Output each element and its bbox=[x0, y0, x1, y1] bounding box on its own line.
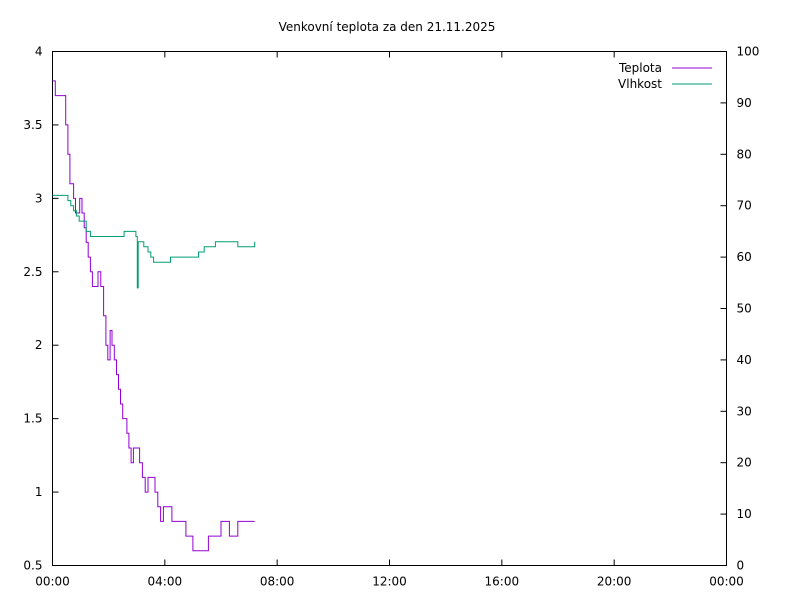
chart-title: Venkovní teplota za den 21.11.2025 bbox=[279, 20, 496, 34]
y2-tick-label: 30 bbox=[737, 404, 752, 418]
x-tick-label: 00:00 bbox=[35, 575, 70, 589]
y2-tick-label: 70 bbox=[737, 199, 752, 213]
y-tick-label: 3 bbox=[35, 191, 43, 205]
ticks-layer: 00:00 04:00 08:00 12:00 16:00 20:00 00:00 0.5 1 1… bbox=[23, 45, 759, 589]
y-tick-label: 2 bbox=[35, 338, 43, 352]
series-line-teplota bbox=[52, 80, 255, 552]
y-tick-label: 1 bbox=[35, 485, 43, 499]
x-tick-label: 20:00 bbox=[597, 575, 632, 589]
series-layer bbox=[52, 80, 256, 552]
legend: Teplota Vlhkost bbox=[618, 61, 712, 91]
x-tick-label: 16:00 bbox=[485, 575, 520, 589]
y2-tick-label: 0 bbox=[737, 559, 745, 573]
legend-label-teplota: Teplota bbox=[618, 61, 662, 75]
y2-tick-label: 90 bbox=[737, 96, 752, 110]
y-tick-label: 0.5 bbox=[23, 559, 42, 573]
legend-label-vlhkost: Vlhkost bbox=[618, 77, 662, 91]
x-tick-label: 08:00 bbox=[260, 575, 295, 589]
x-tick-label: 12:00 bbox=[372, 575, 407, 589]
y-tick-label: 1.5 bbox=[23, 412, 42, 426]
y-tick-label: 4 bbox=[35, 45, 43, 59]
plot-frame bbox=[52, 51, 727, 566]
y2-tick-label: 60 bbox=[737, 250, 752, 264]
series-line-vlhkost bbox=[52, 194, 256, 289]
y2-tick-label: 10 bbox=[737, 507, 752, 521]
y2-tick-label: 40 bbox=[737, 353, 752, 367]
x-tick-label: 00:00 bbox=[709, 575, 744, 589]
y-tick-label: 3.5 bbox=[23, 118, 42, 132]
y2-tick-label: 80 bbox=[737, 147, 752, 161]
y2-tick-label: 100 bbox=[737, 45, 760, 59]
y-tick-label: 2.5 bbox=[23, 265, 42, 279]
x-tick-label: 04:00 bbox=[148, 575, 183, 589]
y2-tick-label: 50 bbox=[737, 302, 752, 316]
y2-tick-label: 20 bbox=[737, 456, 752, 470]
